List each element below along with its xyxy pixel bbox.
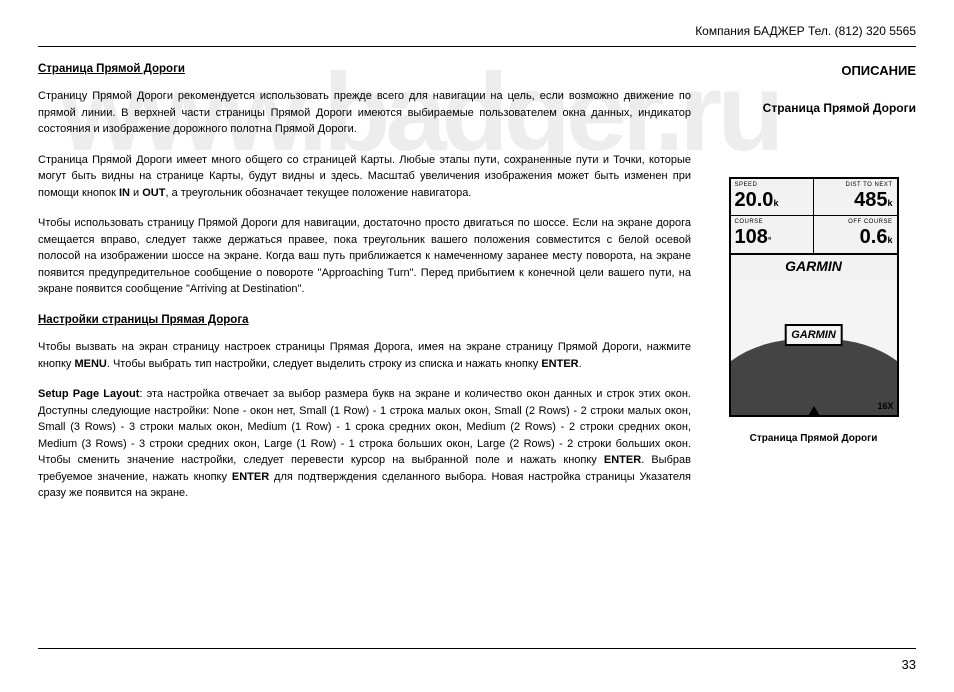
main-column: Страница Прямой Дороги Страницу Прямой Д… — [38, 61, 691, 648]
page-number: 33 — [38, 648, 916, 675]
zoom-label: 16X — [877, 400, 893, 414]
bold-in: IN — [119, 187, 130, 199]
bold-enter: ENTER — [232, 471, 269, 483]
device-brand: GARMIN — [731, 255, 897, 280]
position-triangle-icon — [808, 406, 820, 415]
paragraph: Страница Прямой Дороги имеет много общег… — [38, 152, 691, 202]
paragraph: Setup Page Layout: эта настройка отвечае… — [38, 386, 691, 502]
bold-setup: Setup Page Layout — [38, 388, 139, 400]
section-title-1: Страница Прямой Дороги — [38, 61, 691, 78]
bold-enter: ENTER — [604, 454, 641, 466]
bold-menu: MENU — [74, 358, 106, 370]
data-cell-speed: SPEED 20.0k — [731, 179, 814, 216]
device-screenshot: SPEED 20.0k DIST TO NEXT 485k COURSE 108… — [729, 177, 899, 417]
section-title-2: Настройки страницы Прямая Дорога — [38, 312, 691, 329]
paragraph: Чтобы вызвать на экран страницу настроек… — [38, 339, 691, 372]
road-mound — [731, 339, 897, 415]
figure-caption: Страница Прямой Дороги — [711, 431, 916, 446]
sidebar-subtitle: Страница Прямой Дороги — [711, 99, 916, 117]
paragraph: Чтобы использовать страницу Прямой Дорог… — [38, 215, 691, 298]
paragraph: Страницу Прямой Дороги рекомендуется исп… — [38, 88, 691, 138]
data-cell-course: COURSE 108° — [731, 215, 814, 253]
bold-out: OUT — [142, 187, 165, 199]
sidebar-title: ОПИСАНИЕ — [711, 61, 916, 81]
bold-enter: ENTER — [541, 358, 578, 370]
device-road-view: GARMIN 16X — [731, 280, 897, 415]
sidebar-column: ОПИСАНИЕ Страница Прямой Дороги SPEED 20… — [711, 61, 916, 648]
data-cell-offcourse: OFF COURSE 0.6k — [814, 215, 897, 253]
road-sign: GARMIN — [784, 324, 843, 347]
page-header: Компания БАДЖЕР Тел. (812) 320 5565 — [38, 22, 916, 47]
data-cell-dist: DIST TO NEXT 485k — [814, 179, 897, 216]
